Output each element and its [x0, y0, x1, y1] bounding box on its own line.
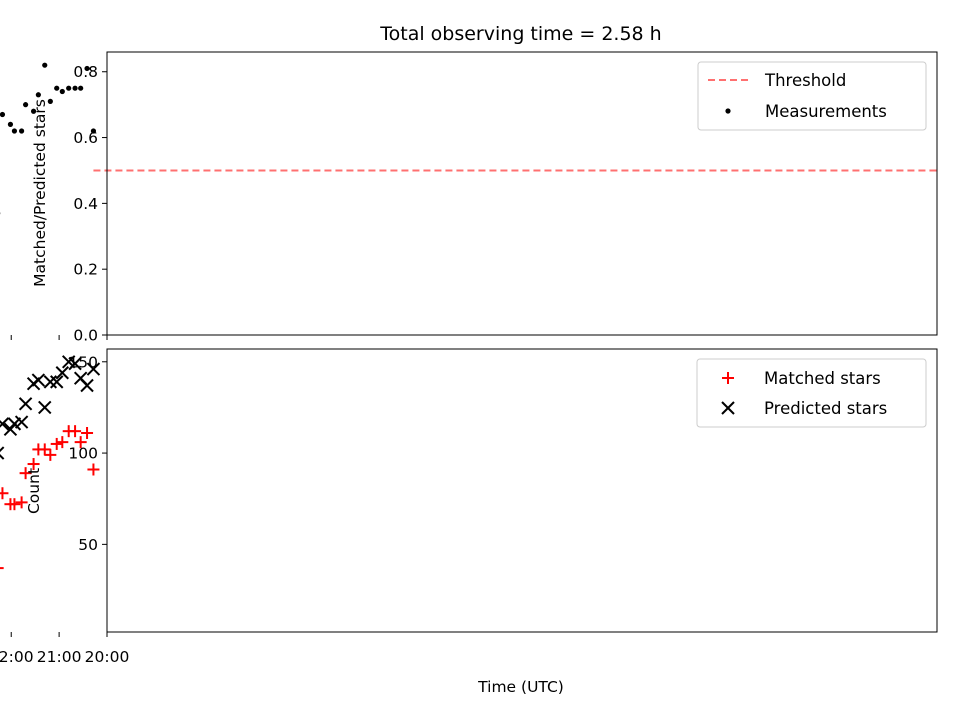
matched-point	[56, 436, 69, 449]
measurement-point	[35, 92, 41, 98]
x-tick-label: 21:00	[37, 648, 82, 666]
matched-point	[27, 458, 40, 471]
matched-point	[0, 567, 4, 570]
measurement-points	[0, 62, 97, 215]
legend-measurements-swatch	[725, 108, 731, 114]
predicted-point	[50, 375, 64, 389]
predicted-point	[0, 446, 5, 460]
y-tick-label: 0.0	[73, 327, 98, 345]
matched-point	[19, 467, 32, 480]
matched-point	[62, 425, 75, 438]
matched-point	[87, 463, 100, 476]
measurement-point	[11, 128, 18, 134]
matched-point	[81, 426, 94, 439]
matched-point	[0, 487, 9, 500]
chart-title: Total observing time = 2.58 h	[379, 23, 661, 45]
predicted-point	[86, 362, 101, 376]
predicted-point	[18, 397, 33, 411]
predicted-point	[38, 400, 52, 415]
x-tick-label: 22:00	[0, 648, 34, 666]
measurement-point	[30, 108, 37, 114]
measurement-point	[42, 62, 48, 68]
measurement-point	[19, 128, 25, 134]
measurement-point	[7, 121, 14, 127]
top-legend-box	[697, 61, 927, 131]
matched-point	[50, 437, 63, 450]
bottom-plot-frame	[106, 348, 938, 633]
measurement-point	[47, 98, 53, 104]
measurement-point	[54, 85, 60, 91]
bottom-legend-box	[696, 358, 927, 428]
matched-point	[32, 443, 45, 456]
legend-predicted-label: Predicted stars	[764, 399, 887, 418]
count-points	[0, 355, 101, 570]
measurement-point	[84, 65, 90, 72]
x-tick-label: 20:00	[85, 648, 130, 666]
legend-matched-label: Matched stars	[764, 369, 881, 388]
predicted-point	[26, 376, 41, 391]
ratio-panel: 0.00.20.40.60.8 Matched/Predicted stars …	[0, 51, 940, 345]
matched-point	[44, 448, 57, 461]
predicted-point	[43, 375, 58, 389]
measurement-point	[59, 88, 65, 95]
predicted-point	[7, 417, 22, 431]
legend-predicted-swatch	[721, 401, 735, 415]
top-plot-frame	[106, 51, 938, 336]
top-y-axis-title: Matched/Predicted stars	[31, 99, 49, 287]
bottom-y-axis-title: Count	[25, 468, 43, 514]
legend-measurements-label: Measurements	[765, 102, 887, 121]
predicted-point	[55, 366, 70, 380]
measurement-point	[22, 102, 29, 108]
predicted-point	[73, 371, 88, 385]
y-tick-label: 0.4	[73, 195, 98, 213]
matched-point	[74, 436, 87, 449]
x-axis-title: Time (UTC)	[477, 678, 564, 696]
measurement-point	[66, 85, 72, 91]
top-y-ticks: 0.0 0.2 0.4 0.6 0.8	[73, 63, 107, 345]
top-x-ticks	[10, 335, 108, 340]
measurement-point	[78, 85, 84, 91]
y-tick-label: 0.2	[73, 261, 98, 279]
y-tick-label: 0.6	[73, 129, 98, 147]
y-tick-label: 50	[78, 536, 98, 554]
y-tick-label: 100	[68, 445, 98, 463]
y-tick-label: 150	[68, 353, 98, 371]
predicted-point	[3, 422, 18, 437]
predicted-point	[61, 355, 76, 369]
bottom-legend: Matched stars Predicted stars	[696, 358, 927, 428]
matched-point	[4, 498, 17, 511]
predicted-point	[0, 417, 10, 431]
measurement-point	[72, 85, 78, 91]
measurement-point	[90, 128, 97, 134]
legend-threshold-label: Threshold	[764, 71, 846, 90]
y-tick-label: 0.8	[73, 63, 98, 81]
bottom-y-ticks: 50 100 150	[68, 353, 107, 554]
top-legend: Threshold Measurements	[697, 61, 927, 131]
matched-point	[15, 496, 28, 509]
measurement-point	[0, 111, 6, 118]
legend-matched-swatch	[722, 372, 734, 384]
